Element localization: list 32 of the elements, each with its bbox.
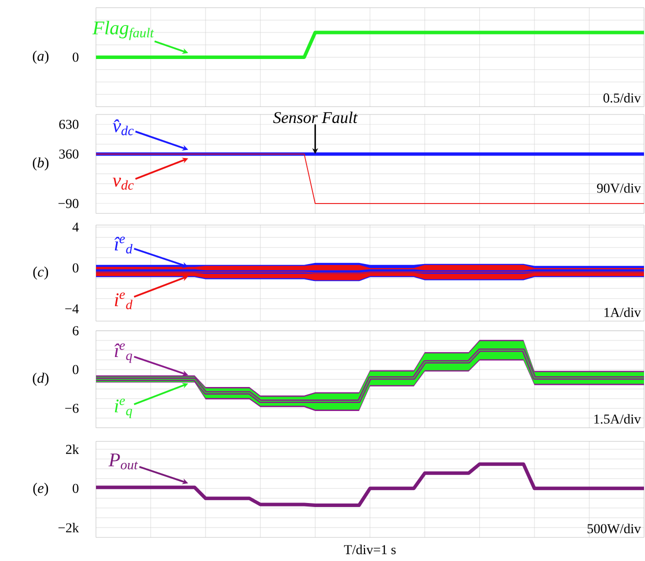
y-tick-label: 360 [59,150,78,159]
y-tick-label: 0 [72,264,78,273]
y-tick-label: −90 [58,199,78,208]
series-label: i$^{e}$d [114,292,132,310]
text: (e) [33,482,48,496]
annotation: 90V/div [597,183,641,193]
annotation: Sensor Fault [273,112,358,124]
y-tick-label: 2k [66,444,79,454]
y-tick-label: 0 [72,484,78,494]
text: (b) [32,158,48,171]
legend-label: î$^{e}$q [114,343,132,364]
y-tick-label: −4 [65,304,79,314]
series-label: i$^{e}$q [114,398,132,418]
legend-label: î$^{e}$d [114,236,132,254]
text: (d) [32,372,48,386]
x-axis-title: T/div=1 s [344,544,396,554]
y-tick-label: 6 [72,326,79,336]
y-tick-label: −2k [58,523,79,532]
y-tick-label: 4 [72,222,79,232]
legend-label: P$_{out}$ [108,454,138,470]
text: (c) [33,266,48,280]
annotation: 1.5A/div [594,414,641,424]
series-label: Flag$_{fault}$ [92,21,154,40]
text: (a) [32,50,48,64]
annotation: 500W/div [588,524,641,534]
text: 0.5/div [603,93,641,103]
annotation: 1A/div [604,308,641,318]
series-label: v$_{dc}$ [112,178,134,190]
legend-label: v̂$_{dc}$ [112,120,134,136]
y-tick-label: −6 [65,404,79,414]
y-tick-label: 0 [72,365,78,374]
y-tick-label: 630 [59,120,78,130]
